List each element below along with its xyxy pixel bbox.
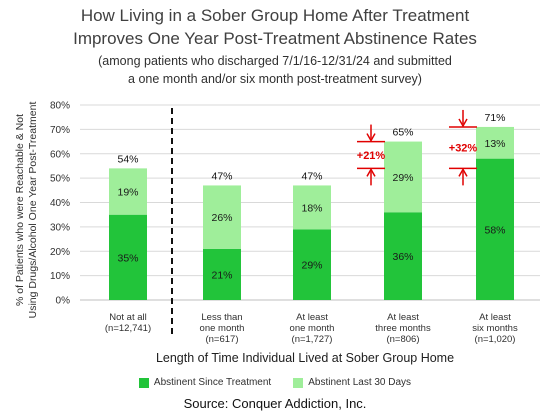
x-tick-label-4-2: (n=1,020) [475,334,516,345]
y-tick-label-60: 60% [50,149,70,160]
x-tick-label-4-0: At least [479,312,511,323]
data-label-abstinent-last30-2: 18% [301,202,322,214]
y-tick-label-50: 50% [50,174,70,185]
x-tick-label-4-1: six months [472,323,518,334]
annotation-label-1: +32% [449,143,478,155]
total-label-2: 47% [301,170,322,182]
bar-abstinent-since-0 [109,214,147,300]
bar-abstinent-last30-1 [203,185,241,249]
legend: Abstinent Since Treatment Abstinent Last… [0,377,550,388]
chart-subtitle-line-1: (among patients who discharged 7/1/16-12… [98,54,452,68]
bar-abstinent-last30-0 [109,168,147,215]
x-tick-label-1-0: Less than [201,312,242,323]
total-label-1: 47% [211,170,232,182]
bar-abstinent-since-3 [384,212,422,300]
x-tick-label-0-0: Not at all [109,312,147,323]
annotation-up-arrow-head-1 [458,167,468,177]
total-label-0: 54% [117,153,138,165]
legend-label-abstinent-since: Abstinent Since Treatment [153,377,272,388]
bar-abstinent-last30-4 [476,126,514,159]
chart-title-line-2: Improves One Year Post-Treatment Abstine… [73,29,477,48]
x-tick-label-0-1: (n=12,741) [105,323,151,334]
total-label-4: 71% [484,112,505,124]
source-note: Source: Conquer Addiction, Inc. [183,396,367,411]
data-label-abstinent-since-0: 35% [117,252,138,264]
x-tick-label-3-0: At least [387,312,419,323]
data-label-abstinent-last30-4: 13% [484,138,505,150]
x-tick-label-3-2: (n=806) [386,334,419,345]
annotation-down-arrow-head-0 [366,133,376,143]
legend-label-abstinent-last30: Abstinent Last 30 Days [308,377,412,388]
data-label-abstinent-since-1: 21% [211,269,232,281]
x-tick-label-2-2: (n=1,727) [292,334,333,345]
annotation-down-arrow-head-1 [458,118,468,128]
bar-abstinent-since-4 [476,158,514,300]
x-tick-label-2-1: one month [290,323,335,334]
y-tick-label-40: 40% [50,198,70,209]
data-label-abstinent-last30-3: 29% [392,172,413,184]
total-label-3: 65% [392,127,413,139]
x-tick-label-1-1: one month [200,323,245,334]
bar-abstinent-last30-2 [293,185,331,230]
data-label-abstinent-last30-0: 19% [117,187,138,199]
legend-item-abstinent-since: Abstinent Since Treatment [138,377,272,388]
legend-swatch-abstinent-since [138,377,149,388]
chart-title-line-1: How Living in a Sober Group Home After T… [80,6,470,25]
data-label-abstinent-since-2: 29% [301,260,322,272]
y-tick-label-10: 10% [50,271,70,282]
bar-abstinent-last30-3 [384,141,422,213]
x-tick-label-1-2: (n=617) [205,334,238,345]
bar-abstinent-since-1 [203,248,241,300]
chart-subtitle-line-2: a one month and/or six month post-treatm… [128,72,422,86]
x-axis-title: Length of Time Individual Lived at Sober… [155,351,455,365]
data-label-abstinent-since-3: 36% [392,251,413,263]
y-tick-label-30: 30% [50,222,70,233]
legend-item-abstinent-last30: Abstinent Last 30 Days [293,377,411,388]
data-label-abstinent-last30-1: 26% [211,212,232,224]
y-tick-label-80: 80% [50,101,70,112]
data-label-abstinent-since-4: 58% [484,224,505,236]
annotation-label-0: +21% [357,150,386,162]
x-tick-label-2-0: At least [296,312,328,323]
stacked-bar-chart: 0% 10% 20% 30% 40% 50% 60% 70% 80% 35% 19% 54% Not a… [50,101,540,345]
y-tick-label-0: 0% [56,296,71,307]
bar-abstinent-since-2 [293,229,331,300]
y-tick-label-20: 20% [50,247,70,258]
legend-swatch-abstinent-last30 [293,377,304,388]
annotation-up-arrow-head-0 [366,167,376,177]
x-tick-label-3-1: three months [375,323,431,334]
y-tick-label-70: 70% [50,125,70,136]
